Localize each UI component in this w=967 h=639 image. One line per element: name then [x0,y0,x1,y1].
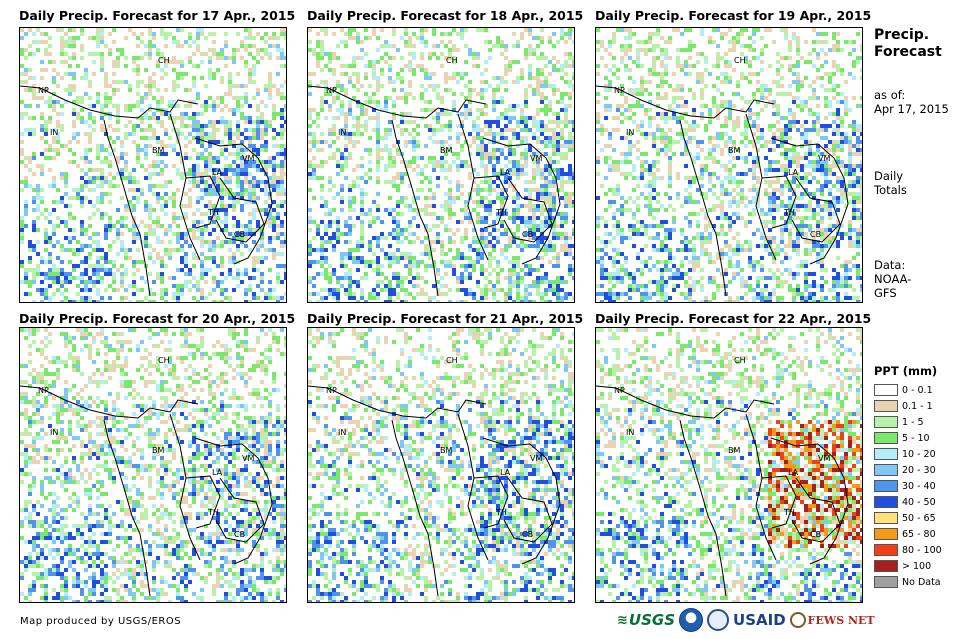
precip-map [20,28,286,302]
legend-label: 65 - 80 [902,528,936,540]
data-source-line2: NOAA- [874,272,912,286]
legend-label: 1 - 5 [902,416,924,428]
legend-item: 1 - 5 [874,415,924,429]
legend-label: 5 - 10 [902,432,930,444]
panel-title-3: Daily Precip. Forecast for 19 Apr., 2015 [595,8,872,23]
legend-swatch [874,464,898,476]
daily-label: Daily [874,169,904,183]
map-panel-3: CH NP IN BM VM LA TH CB [595,27,863,303]
sidebar-title-line2: Forecast [874,44,942,60]
dhs-seal-icon [707,609,730,631]
legend-label: 30 - 40 [902,480,936,492]
map-panel-1: CH NP IN BM VM LA TH CB [19,27,287,303]
legend-item: > 100 [874,559,931,573]
legend-label: 80 - 100 [902,544,942,556]
legend-item: 30 - 40 [874,479,936,493]
legend-swatch [874,544,898,556]
legend-label: 20 - 30 [902,464,936,476]
legend-swatch [874,560,898,572]
precip-map [308,28,574,302]
map-panel-4: CH NP IN BM VM LA TH CB [19,327,287,603]
legend-swatch [874,432,898,444]
legend-label: 10 - 20 [902,448,936,460]
usgs-logo: ≋ USGS [617,611,676,629]
legend-label: > 100 [902,560,932,572]
panel-title-1: Daily Precip. Forecast for 17 Apr., 2015 [19,8,296,23]
legend-label: No Data [902,576,941,588]
legend-item: 0 - 0.1 [874,383,933,397]
data-source-label: Data: [874,258,906,272]
as-of-date: Apr 17, 2015 [874,102,949,116]
legend-item: 80 - 100 [874,543,942,557]
precip-map [596,28,862,302]
logo-strip: ≋ USGS USAID FEWS NET [617,606,875,634]
usaid-logo-text: USAID [733,611,786,629]
legend-swatch [874,528,898,540]
map-panel-2: CH NP IN BM VM LA TH CB [307,27,575,303]
legend-label: 50 - 65 [902,512,936,524]
as-of-block: as of: Apr 17, 2015 [874,88,949,116]
legend-label: 40 - 50 [902,496,936,508]
usgs-logo-text: USGS [628,611,676,629]
legend-swatch [874,480,898,492]
data-source-block: Data: NOAA- GFS [874,258,911,300]
sidebar-title-line1: Precip. [874,27,930,43]
legend-item: 20 - 30 [874,463,936,477]
legend-item: No Data [874,575,941,589]
noaa-logo [679,608,704,632]
legend-item: 0.1 - 1 [874,399,933,413]
panel-title-6: Daily Precip. Forecast for 22 Apr., 2015 [595,311,872,326]
map-panel-5: CH NP IN BM VM LA TH CB [307,327,575,603]
legend-label: 0.1 - 1 [902,400,933,412]
legend-item: 50 - 65 [874,511,936,525]
map-panel-6: CH NP IN BM VM LA TH CB [595,327,863,603]
legend-swatch [874,416,898,428]
precip-map [308,328,574,602]
legend-swatch [874,576,898,588]
panel-title-2: Daily Precip. Forecast for 18 Apr., 2015 [307,8,584,23]
legend-swatch [874,448,898,460]
legend-title: PPT (mm) [874,364,938,378]
legend-swatch [874,384,898,396]
fews-net-logo-text: FEWS NET [807,613,875,627]
usaid-logo: USAID [733,611,786,629]
legend-item: 5 - 10 [874,431,930,445]
map-credit: Map produced by USGS/EROS [20,616,182,627]
sidebar-title: Precip. Forecast [874,27,942,61]
totals-label: Totals [874,183,907,197]
legend-item: 40 - 50 [874,495,936,509]
panel-title-4: Daily Precip. Forecast for 20 Apr., 2015 [19,311,296,326]
legend-swatch [874,496,898,508]
legend-item: 10 - 20 [874,447,936,461]
precip-map [20,328,286,602]
fews-net-logo: FEWS NET [789,612,875,628]
legend-swatch [874,512,898,524]
legend-item: 65 - 80 [874,527,936,541]
as-of-label: as of: [874,88,906,102]
daily-totals-block: Daily Totals [874,169,907,197]
data-source-line3: GFS [874,286,897,300]
precip-map [596,328,862,602]
panel-title-5: Daily Precip. Forecast for 21 Apr., 2015 [307,311,584,326]
legend-label: 0 - 0.1 [902,384,933,396]
legend-swatch [874,400,898,412]
